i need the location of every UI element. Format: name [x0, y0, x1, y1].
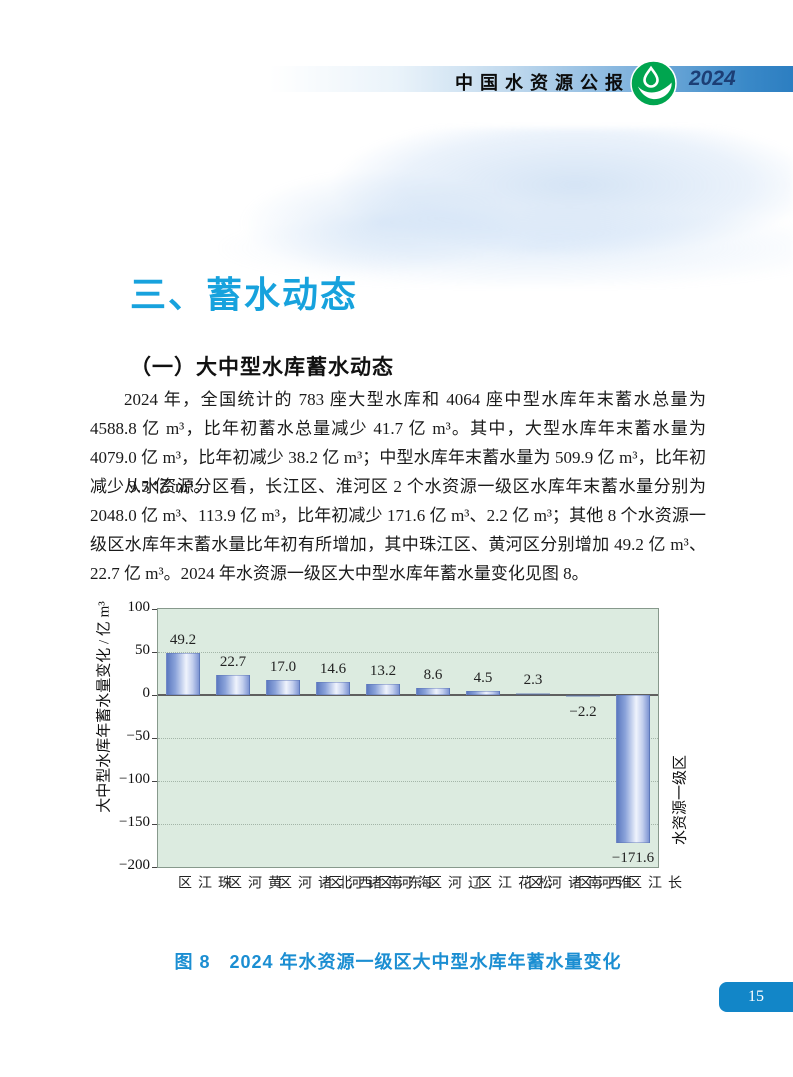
y-tick-label: −200 — [119, 857, 150, 873]
x-category-label: 西北诸河区 — [276, 875, 371, 891]
x-category-label: 长江区 — [626, 875, 681, 891]
y-tick-label: −50 — [126, 728, 150, 744]
y-tick-label: −150 — [119, 814, 150, 830]
y-tick-label: 0 — [142, 685, 151, 701]
bar — [616, 695, 650, 843]
x-category-label: 淮河区 — [576, 875, 631, 891]
x-category-label: 松花江区 — [476, 875, 551, 891]
y-tick-mark — [152, 738, 157, 739]
y-tick-label: 50 — [135, 642, 150, 658]
bar-value-label: −171.6 — [611, 849, 655, 866]
bar-value-label: 17.0 — [269, 659, 297, 676]
gridline — [158, 781, 658, 782]
x-axis-label: 水资源一级区 — [672, 754, 689, 846]
y-tick-mark — [152, 695, 157, 696]
bar-value-label: 8.6 — [423, 666, 443, 683]
bar — [316, 682, 350, 695]
gridline — [158, 824, 658, 825]
bar — [566, 695, 600, 697]
section-subtitle: （一）大中型水库蓄水动态 — [130, 356, 394, 379]
y-tick-mark — [152, 824, 157, 825]
bar-value-label: 14.6 — [319, 661, 347, 678]
x-category-label: 黄河区 — [226, 875, 281, 891]
bar-value-label: 22.7 — [219, 654, 247, 671]
x-category-label: 珠江区 — [176, 875, 231, 891]
water-resources-logo-icon — [630, 60, 677, 107]
bar-value-label: 13.2 — [369, 662, 397, 679]
bar-chart-plot-area: 100 50 0 −50 −100 −150 −200 49.2 珠江区 22.7 黄河区 17.0 西… — [119, 599, 681, 891]
y-tick-mark — [152, 652, 157, 653]
section-title: 三、蓄水动态 — [130, 274, 359, 315]
bar — [266, 680, 300, 695]
y-tick-label: −100 — [119, 771, 150, 787]
bar — [416, 687, 450, 695]
x-category-label: 西南诸河区 — [526, 875, 621, 891]
bar-value-label: −2.2 — [569, 703, 597, 720]
x-category-label: 海河区 — [376, 875, 431, 891]
bar — [366, 683, 400, 695]
y-axis-label: 大中型水库年蓄水量变化 / 亿 m³ — [96, 601, 113, 813]
y-tick-mark — [152, 867, 157, 868]
report-title: 中国水资源公报 — [455, 73, 630, 93]
bar-value-label: 2.3 — [523, 672, 543, 689]
paragraph-1: 2024 年，全国统计的 783 座大型水库和 4064 座中型水库年末蓄水总量… — [90, 390, 706, 496]
x-category-label: 东南诸河区 — [326, 875, 421, 891]
bar-value-label: 4.5 — [473, 670, 493, 687]
x-category-label: 辽河区 — [426, 875, 481, 891]
bar — [166, 652, 200, 695]
page-number-badge: 15 — [719, 982, 793, 1012]
y-tick-label: 100 — [127, 599, 151, 615]
zero-axis-line — [158, 694, 658, 696]
landscape-watermark-image — [220, 128, 793, 286]
gridline — [158, 652, 658, 653]
figure-caption: 图 8 2024 年水资源一级区大中型水库年蓄水量变化 — [174, 952, 622, 972]
bar — [216, 675, 250, 695]
bar — [516, 693, 550, 696]
report-year: 2024 — [689, 67, 736, 90]
bar — [466, 691, 500, 695]
gridline — [158, 738, 658, 739]
y-tick-mark — [152, 781, 157, 782]
paragraph-2: 从水资源分区看，长江区、淮河区 2 个水资源一级区水库年末蓄水量分别为 2048… — [90, 477, 706, 583]
y-tick-mark — [152, 609, 157, 610]
bar-value-label: 49.2 — [169, 631, 197, 648]
